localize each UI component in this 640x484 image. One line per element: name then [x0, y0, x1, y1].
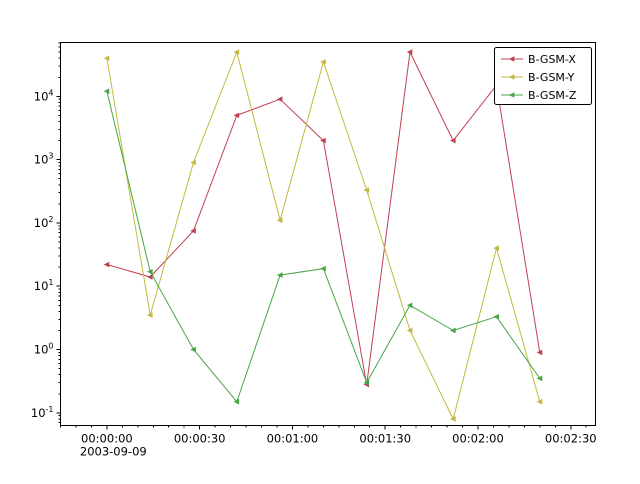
series-marker-B-GSM-Z	[103, 88, 110, 95]
legend-marker	[508, 92, 515, 98]
x-axis-date-label: 2003-09-09	[80, 445, 147, 459]
x-axis: 00:00:00 00:00:30 00:01:00 00:01:30 00:02:00…	[60, 425, 597, 459]
series-B-GSM-Y	[103, 49, 543, 422]
series-marker-B-GSM-Y	[320, 59, 326, 65]
legend-label: B-GSM-Y	[528, 71, 575, 84]
series-marker-B-GSM-Y	[276, 217, 283, 224]
series-marker-B-GSM-Z	[450, 327, 456, 334]
y-tick-label: 101	[34, 278, 54, 293]
legend: B-GSM-X B-GSM-Y B-GSM-Z	[494, 47, 592, 105]
series-marker-B-GSM-Y	[493, 245, 499, 251]
x-tick-label: 00:02:30	[545, 432, 597, 446]
series-marker-B-GSM-Z	[363, 379, 370, 386]
y-axis: 10-1 100 101 102 103 104	[31, 42, 61, 424]
series-marker-B-GSM-X	[103, 261, 110, 268]
legend-box	[494, 47, 592, 105]
series-B-GSM-Z	[103, 88, 543, 405]
series-marker-B-GSM-Z	[190, 346, 196, 353]
legend-item-B-GSM-Z: B-GSM-Z	[501, 89, 577, 102]
series-marker-B-GSM-Y	[233, 49, 240, 55]
series-marker-B-GSM-X	[146, 274, 153, 280]
series-marker-B-GSM-X	[406, 49, 413, 55]
series-marker-B-GSM-X	[276, 96, 283, 103]
series-marker-B-GSM-Z	[276, 272, 283, 278]
series-marker-B-GSM-Z	[493, 313, 499, 320]
x-tick-label: 00:02:00	[452, 432, 504, 446]
x-tick-label: 00:00:00	[81, 432, 133, 446]
plot-border	[60, 42, 596, 426]
series-marker-B-GSM-X	[450, 137, 456, 144]
y-tick-label: 104	[34, 88, 54, 103]
legend-label: B-GSM-X	[528, 53, 576, 66]
x-tick-label: 00:00:30	[174, 432, 226, 446]
y-tick-label: 100	[34, 342, 54, 357]
x-tick-label: 00:01:00	[267, 432, 319, 446]
series-marker-B-GSM-Z	[320, 265, 326, 272]
series-marker-B-GSM-X	[233, 112, 240, 119]
legend-marker	[508, 56, 515, 62]
series-marker-B-GSM-Z	[406, 302, 413, 309]
y-tick-label: 10-1	[31, 405, 54, 420]
series-marker-B-GSM-Y	[103, 55, 110, 61]
legend-label: B-GSM-Z	[528, 89, 577, 102]
series-marker-B-GSM-Y	[536, 398, 543, 405]
series-marker-B-GSM-Y	[146, 312, 153, 318]
series-marker-B-GSM-Z	[536, 375, 543, 382]
series-marker-B-GSM-Y	[190, 159, 196, 166]
series-marker-B-GSM-Z	[233, 398, 240, 405]
legend-item-B-GSM-Y: B-GSM-Y	[501, 71, 575, 84]
x-tick-label: 00:01:30	[359, 432, 411, 446]
series-marker-B-GSM-Y	[363, 187, 370, 193]
series-marker-B-GSM-Z	[146, 268, 153, 275]
y-tick-label: 102	[34, 215, 54, 230]
y-tick-label: 103	[34, 152, 54, 167]
series-marker-B-GSM-X	[190, 228, 196, 234]
series-marker-B-GSM-Y	[450, 416, 456, 422]
legend-item-B-GSM-X: B-GSM-X	[501, 53, 576, 66]
legend-marker	[508, 74, 515, 80]
series-marker-B-GSM-Y	[406, 327, 413, 334]
series-marker-B-GSM-X	[320, 137, 326, 144]
series-marker-B-GSM-X	[536, 349, 543, 356]
